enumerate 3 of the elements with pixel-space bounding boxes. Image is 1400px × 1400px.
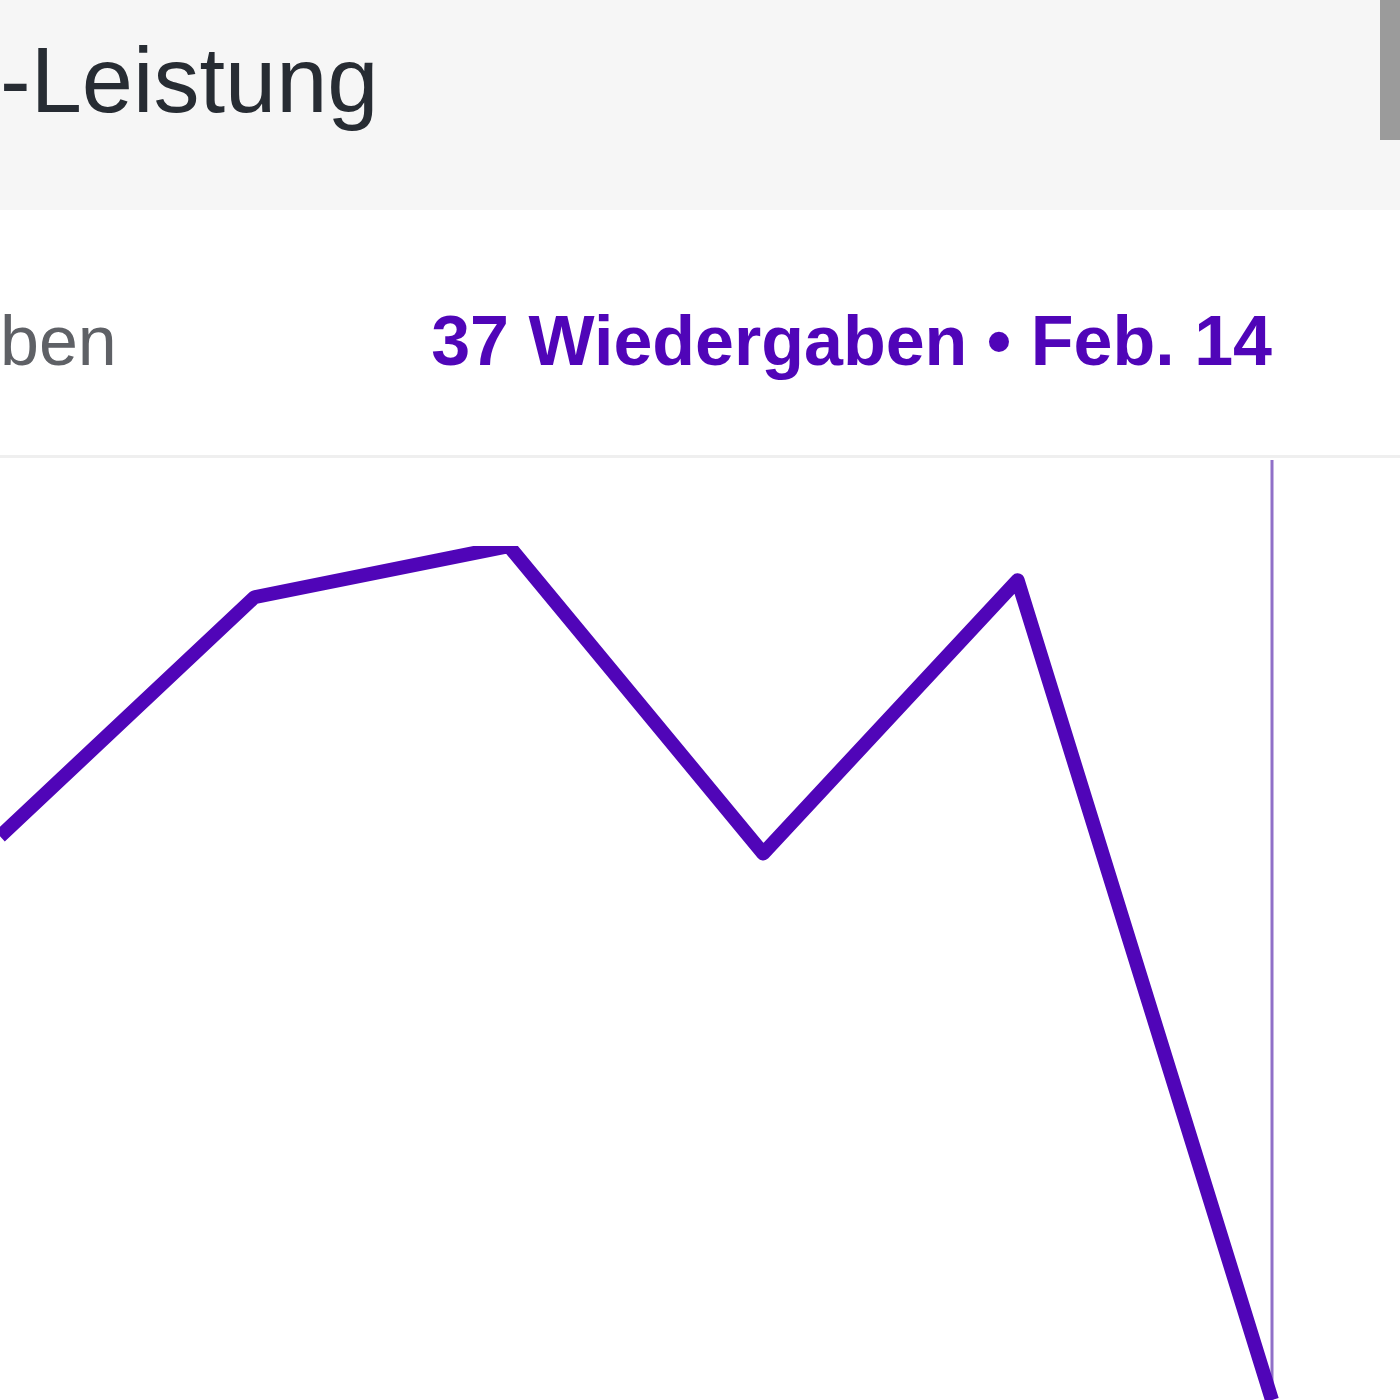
text: 37 Wiedergaben • Feb. 14 bbox=[431, 302, 1272, 380]
chart-title: -Leistung bbox=[0, 29, 379, 132]
chart-subtitle: ben bbox=[0, 302, 117, 380]
